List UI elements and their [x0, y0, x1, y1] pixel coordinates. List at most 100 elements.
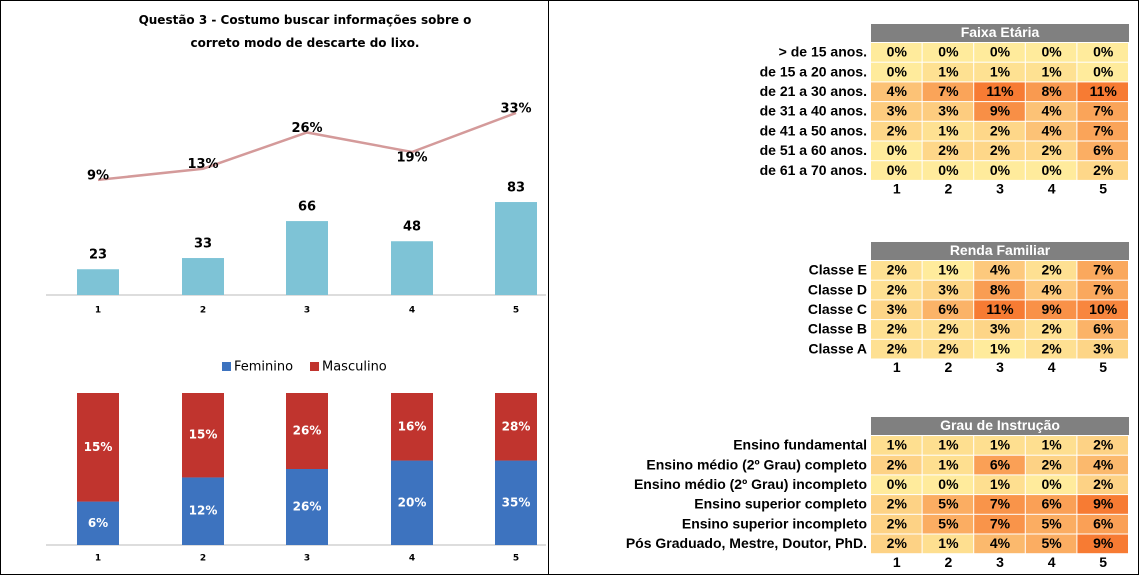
heat-cell: [1025, 514, 1077, 534]
heat-cell: [974, 102, 1025, 121]
legend-label: Feminino: [234, 360, 293, 375]
cell-label: 2%: [887, 515, 908, 531]
row-label: Ensino médio (2º Grau) incompleto: [634, 476, 867, 492]
segment-label: 20%: [398, 495, 427, 509]
row-label: Ensino superior incompleto: [682, 515, 867, 531]
cell-label: 8%: [1041, 83, 1062, 99]
bar-segment: [391, 393, 433, 461]
column-label: 1: [893, 359, 901, 375]
cell-label: 1%: [938, 122, 959, 138]
heat-cell: [1077, 102, 1128, 121]
column-label: 2: [945, 181, 953, 197]
row-label: Classe D: [808, 281, 867, 297]
cell-label: 3%: [938, 103, 959, 119]
cell-label: 2%: [1041, 262, 1062, 278]
row-label: de 31 a 40 anos.: [760, 103, 867, 119]
heat-cell: [922, 121, 974, 141]
heat-cell: [922, 436, 974, 455]
cell-label: 0%: [887, 142, 908, 158]
cell-label: 2%: [1041, 321, 1062, 337]
heat-cell: [1025, 436, 1077, 455]
heat-cell: [1025, 339, 1077, 359]
heat-cell: [871, 141, 922, 161]
heat-cell: [1025, 82, 1077, 102]
bar: [286, 221, 328, 295]
heat-cell: [871, 161, 922, 180]
heat-cell: [974, 261, 1025, 280]
cell-label: 1%: [938, 437, 959, 453]
cell-label: 0%: [1041, 476, 1062, 492]
cell-label: 10%: [1089, 301, 1118, 317]
cell-label: 0%: [887, 63, 908, 79]
cell-label: 7%: [1093, 281, 1114, 297]
cell-label: 5%: [938, 496, 959, 512]
heat-cell: [1077, 43, 1128, 62]
cell-label: 2%: [887, 262, 908, 278]
heat-cell: [1077, 261, 1128, 280]
heat-cell: [922, 43, 974, 62]
cell-label: 2%: [887, 535, 908, 551]
table-header: [871, 417, 1129, 435]
heat-cell: [974, 339, 1025, 359]
heat-cell: [871, 475, 922, 495]
table-title: Renda Familiar: [950, 242, 1051, 258]
cell-label: 6%: [938, 301, 959, 317]
cell-label: 9%: [990, 103, 1011, 119]
heat-cell: [1025, 475, 1077, 495]
cell-label: 3%: [938, 281, 959, 297]
heat-cell: [871, 436, 922, 455]
row-label: > de 15 anos.: [779, 44, 867, 60]
cell-label: 11%: [986, 301, 1014, 317]
cell-label: 2%: [887, 496, 908, 512]
bar-segment: [495, 393, 537, 461]
heat-cell: [871, 102, 922, 121]
heat-cell: [922, 495, 974, 514]
cell-label: 0%: [887, 162, 908, 178]
segment-label: 12%: [189, 504, 218, 518]
heat-cell: [974, 455, 1025, 475]
heat-cell: [871, 280, 922, 300]
bar-segment: [77, 393, 119, 502]
column-label: 2: [945, 359, 953, 375]
x-tick-label: 1: [95, 306, 101, 316]
line-value-label: 26%: [291, 121, 322, 136]
heat-cell: [1077, 141, 1128, 161]
cell-label: 9%: [1041, 301, 1062, 317]
cell-label: 2%: [938, 321, 959, 337]
heat-cell: [1025, 141, 1077, 161]
heat-cell: [922, 300, 974, 320]
heat-cell: [974, 62, 1025, 82]
row-label: de 61 a 70 anos.: [760, 162, 867, 178]
cell-label: 7%: [990, 515, 1011, 531]
heat-cell: [871, 261, 922, 280]
column-label: 4: [1048, 554, 1056, 570]
heat-cell: [974, 436, 1025, 455]
heat-cell: [1077, 475, 1128, 495]
cell-label: 2%: [1093, 437, 1114, 453]
row-label: de 15 a 20 anos.: [760, 63, 867, 79]
x-tick-label: 2: [200, 554, 206, 564]
cell-label: 11%: [1090, 83, 1118, 99]
segment-label: 16%: [398, 419, 427, 433]
cell-label: 2%: [990, 122, 1011, 138]
row-label: Classe C: [808, 301, 867, 317]
bar-segment: [77, 501, 119, 545]
cell-label: 9%: [1093, 496, 1114, 512]
bar: [77, 269, 119, 295]
cell-label: 1%: [1041, 63, 1062, 79]
cell-label: 2%: [1041, 340, 1062, 356]
cell-label: 1%: [990, 476, 1011, 492]
heat-cell: [1077, 320, 1128, 339]
cell-label: 7%: [990, 496, 1011, 512]
cell-label: 0%: [938, 162, 959, 178]
cell-label: 0%: [1041, 44, 1062, 60]
cell-label: 2%: [887, 456, 908, 472]
heat-cell: [1077, 495, 1128, 514]
segment-label: 6%: [88, 516, 108, 530]
cell-label: 2%: [887, 340, 908, 356]
cell-label: 2%: [887, 321, 908, 337]
row-label: Ensino médio (2º Grau) completo: [646, 456, 867, 472]
cell-label: 1%: [938, 63, 959, 79]
line-value-label: 9%: [87, 168, 109, 183]
